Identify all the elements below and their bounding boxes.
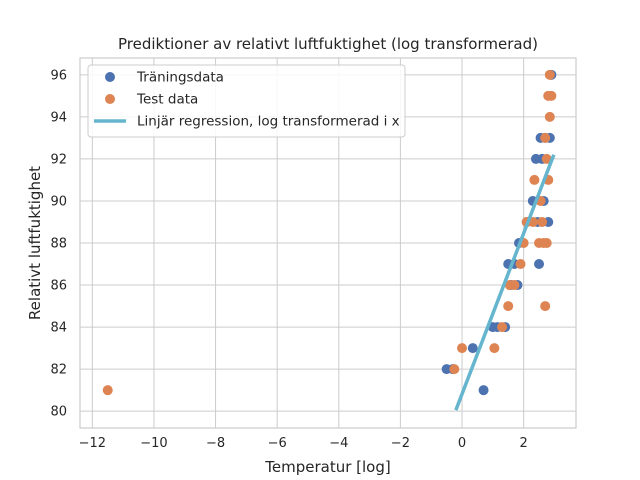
training-point xyxy=(478,385,489,396)
regression-line xyxy=(454,154,556,411)
y-tick-label: 80 xyxy=(50,405,67,420)
training-point xyxy=(534,259,545,270)
test-point xyxy=(541,153,552,164)
test-point xyxy=(540,301,551,312)
y-tick-label: 90 xyxy=(50,194,67,209)
test-point xyxy=(503,301,514,312)
plot-frame xyxy=(79,57,577,429)
legend-marker-training xyxy=(105,72,115,82)
chart-title: Prediktioner av relativt luftfuktighet (… xyxy=(118,35,538,53)
test-point xyxy=(102,385,113,396)
test-point xyxy=(515,259,526,270)
test-point xyxy=(449,364,460,375)
y-tick-label: 92 xyxy=(50,152,67,167)
test-point xyxy=(489,343,500,354)
training-point xyxy=(467,343,478,354)
x-tick-label: −2 xyxy=(391,436,410,451)
test-point xyxy=(540,132,551,143)
legend-label-test: Test data xyxy=(136,92,198,108)
test-point xyxy=(497,322,508,333)
y-tick-label: 88 xyxy=(50,237,67,252)
test-point xyxy=(529,174,540,185)
test-point xyxy=(544,69,555,80)
x-tick-label: −12 xyxy=(79,436,106,451)
series-layer xyxy=(102,69,557,411)
y-tick-label: 82 xyxy=(50,363,67,378)
x-tick-label: 0 xyxy=(458,436,466,451)
test-point xyxy=(509,280,520,291)
y-axis-label: Relativt luftfuktighet xyxy=(26,166,44,320)
x-axis-label: Temperatur [log] xyxy=(264,458,390,476)
test-point xyxy=(537,216,548,227)
y-tick-labels: 80 82 84 86 88 90 92 94 96 xyxy=(50,68,67,419)
x-tick-label: −4 xyxy=(329,436,348,451)
legend: Träningsdata Test data Linjär regression… xyxy=(87,64,406,138)
x-tick-label: −8 xyxy=(206,436,225,451)
test-point xyxy=(544,111,555,122)
test-point xyxy=(457,343,468,354)
test-point xyxy=(541,238,552,248)
legend-marker-test xyxy=(105,94,115,104)
legend-box xyxy=(87,64,406,138)
x-tick-labels: −12 −10 −8 −6 −4 −2 0 2 xyxy=(79,436,528,451)
x-tick-label: −10 xyxy=(140,436,167,451)
legend-label-regression: Linjär regression, log transformerad i x xyxy=(137,114,400,130)
test-point xyxy=(546,90,557,101)
x-tick-label: −6 xyxy=(268,436,287,451)
y-tick-label: 86 xyxy=(50,279,67,294)
x-tick-label: 2 xyxy=(519,436,527,451)
legend-label-training: Träningsdata xyxy=(136,70,224,86)
y-tick-label: 94 xyxy=(50,110,67,125)
y-tick-label: 84 xyxy=(50,321,67,336)
y-tick-label: 96 xyxy=(50,68,67,83)
